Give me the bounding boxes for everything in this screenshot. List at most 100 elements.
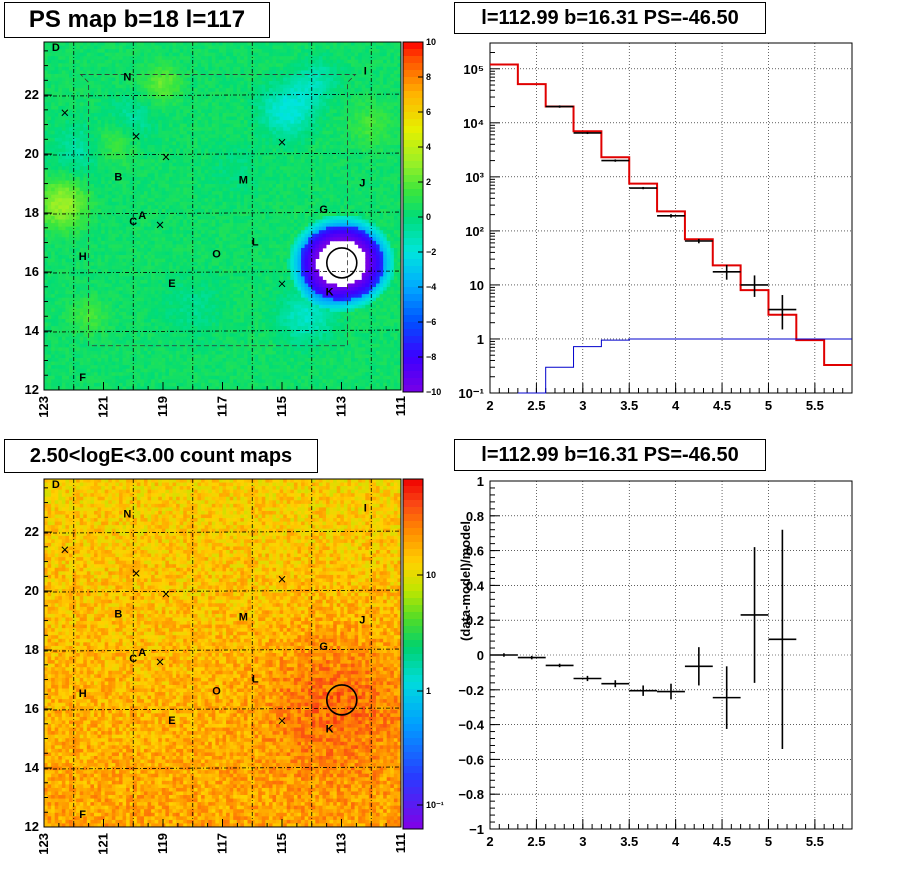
ps-colorbar-cell: [403, 259, 423, 267]
ps-map-title: PS map b=18 l=117: [4, 2, 270, 38]
spectrum-title: l=112.99 b=16.31 PS=-46.50: [454, 2, 766, 34]
count-map-source-label: E: [168, 715, 175, 727]
count-colorbar-cell: [403, 549, 423, 557]
count-colorbar-cell: [403, 780, 423, 788]
ps-colorbar-cell: [403, 175, 423, 183]
ps-colorbar-cell: [403, 189, 423, 197]
count-colorbar-tick-label: 10: [426, 570, 436, 580]
residual-title: l=112.99 b=16.31 PS=-46.50: [454, 439, 766, 471]
count-map-y-tick-label: 20: [25, 583, 39, 598]
ps-map-source-label: M: [239, 175, 248, 187]
count-map-x-tick-label: 123: [36, 833, 51, 855]
ps-map-y-tick-label: 18: [25, 205, 39, 220]
spectrum-background-line: [518, 339, 852, 393]
count-colorbar-tick-label: 10⁻¹: [426, 800, 444, 810]
count-colorbar-cell: [403, 500, 423, 508]
residual-x-tick-label: 2: [486, 834, 493, 849]
count-colorbar-cell: [403, 696, 423, 704]
spectrum-y-tick-label: 10⁴: [463, 116, 484, 131]
ps-colorbar-tick-label: 6: [426, 107, 431, 117]
ps-colorbar-cell: [403, 98, 423, 106]
count-colorbar-cell: [403, 584, 423, 592]
count-colorbar-cell: [403, 675, 423, 683]
count-colorbar-cell: [403, 556, 423, 564]
ps-colorbar-cell: [403, 77, 423, 85]
count-map-source-label: M: [239, 612, 248, 624]
spectrum-y-tick-label: 10⁻¹: [458, 386, 484, 401]
count-map-source-label: K: [326, 724, 334, 736]
ps-colorbar-cell: [403, 322, 423, 330]
count-map-source-label: D: [52, 479, 60, 491]
count-colorbar-cell: [403, 822, 423, 830]
count-colorbar-cell: [403, 514, 423, 522]
ps-colorbar-cell: [403, 357, 423, 365]
ps-colorbar-cell: [403, 308, 423, 316]
count-map-x-tick-label: 115: [274, 833, 289, 854]
ps-colorbar-cell: [403, 91, 423, 99]
ps-map-source-label: B: [114, 172, 122, 184]
count-colorbar-cell: [403, 766, 423, 774]
count-colorbar-cell: [403, 808, 423, 816]
ps-colorbar-cell: [403, 140, 423, 148]
ps-colorbar-cell: [403, 49, 423, 57]
ps-map-y-tick-label: 12: [25, 382, 39, 397]
count-colorbar-cell: [403, 591, 423, 599]
ps-map-x-tick-label: 121: [96, 396, 111, 418]
count-colorbar-cell: [403, 661, 423, 669]
residual-x-tick-label: 3.5: [620, 834, 638, 849]
ps-colorbar-cell: [403, 203, 423, 211]
ps-map-x-tick-label: 119: [155, 396, 170, 417]
ps-map-source-label: H: [79, 251, 87, 263]
ps-map-x-tick-label: 117: [215, 396, 230, 417]
spectrum-x-tick-label: 4: [672, 398, 680, 413]
residual-y-axis-label: (data-model)/model: [458, 521, 473, 641]
ps-colorbar-tick-label: 4: [426, 142, 431, 152]
ps-colorbar-cell: [403, 161, 423, 169]
count-colorbar-cell: [403, 598, 423, 606]
spectrum-x-tick-label: 2: [486, 398, 493, 413]
count-colorbar-cell: [403, 626, 423, 634]
count-map-y-tick-label: 14: [25, 760, 40, 775]
ps-colorbar-cell: [403, 126, 423, 134]
count-colorbar-cell: [403, 794, 423, 802]
count-map-source-label: O: [212, 685, 221, 697]
ps-map-x-tick-label: 123: [36, 396, 51, 418]
ps-colorbar-cell: [403, 119, 423, 127]
count-map-source-label: H: [79, 688, 87, 700]
count-map-source-label: C: [129, 653, 137, 665]
count-colorbar-cell: [403, 486, 423, 494]
ps-colorbar-cell: [403, 378, 423, 386]
count-map-source-label: G: [319, 641, 328, 653]
count-colorbar-cell: [403, 570, 423, 578]
count-colorbar-cell: [403, 577, 423, 585]
residual-y-tick-label: 1: [477, 474, 484, 489]
count-map-y-tick-label: 12: [25, 819, 39, 834]
ps-colorbar-cell: [403, 238, 423, 246]
ps-colorbar-tick-label: 8: [426, 72, 431, 82]
residual-y-tick-label: −0.6: [458, 752, 484, 767]
residual-x-tick-label: 4.5: [713, 834, 731, 849]
ps-colorbar-cell: [403, 273, 423, 281]
count-map-source-label: B: [114, 609, 122, 621]
count-colorbar-cell: [403, 654, 423, 662]
ps-colorbar-tick-label: 2: [426, 177, 431, 187]
spectrum-x-tick-label: 2.5: [527, 398, 545, 413]
count-colorbar-cell: [403, 640, 423, 648]
count-colorbar-cell: [403, 738, 423, 746]
ps-colorbar-cell: [403, 70, 423, 78]
count-colorbar-cell: [403, 759, 423, 767]
residual-y-tick-label: 0: [477, 648, 484, 663]
count-colorbar-cell: [403, 710, 423, 718]
count-colorbar-cell: [403, 724, 423, 732]
count-map-x-tick-label: 111: [393, 833, 408, 853]
count-colorbar-cell: [403, 787, 423, 795]
count-colorbar-cell: [403, 542, 423, 550]
count-map-source-label: N: [123, 508, 131, 520]
ps-colorbar-cell: [403, 210, 423, 218]
ps-colorbar-cell: [403, 343, 423, 351]
residual-x-tick-label: 3: [579, 834, 586, 849]
count-colorbar-cell: [403, 528, 423, 536]
count-colorbar-cell: [403, 752, 423, 760]
count-colorbar-cell: [403, 703, 423, 711]
ps-map-source-label: I: [364, 65, 367, 77]
